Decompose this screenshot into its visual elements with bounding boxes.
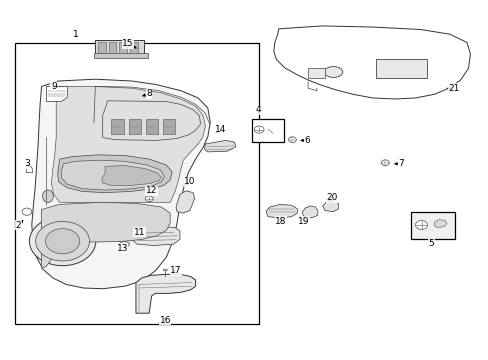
Text: 14: 14: [215, 125, 226, 134]
Polygon shape: [176, 191, 194, 213]
Ellipse shape: [415, 220, 427, 230]
Ellipse shape: [120, 242, 129, 247]
Polygon shape: [204, 140, 235, 152]
Bar: [95, 40, 144, 55]
Text: 15: 15: [122, 40, 134, 49]
Text: 6: 6: [304, 136, 309, 145]
Ellipse shape: [145, 196, 153, 202]
Bar: [130, 42, 138, 53]
Polygon shape: [46, 86, 67, 102]
Text: 13: 13: [116, 244, 128, 253]
Text: 4: 4: [255, 105, 261, 114]
Bar: [98, 42, 105, 53]
Bar: [307, 68, 325, 78]
Ellipse shape: [163, 269, 167, 271]
Text: 10: 10: [183, 177, 195, 186]
Circle shape: [22, 208, 32, 215]
Polygon shape: [266, 204, 297, 218]
Polygon shape: [322, 201, 338, 212]
Text: 18: 18: [275, 217, 286, 226]
Text: 3: 3: [24, 159, 30, 168]
Ellipse shape: [42, 190, 53, 202]
Bar: [145, 119, 158, 134]
Text: 5: 5: [427, 238, 433, 248]
Polygon shape: [136, 274, 195, 313]
Polygon shape: [102, 166, 161, 185]
Polygon shape: [433, 220, 446, 228]
Polygon shape: [51, 86, 205, 202]
Text: 19: 19: [298, 217, 309, 226]
Text: 8: 8: [146, 89, 152, 98]
Polygon shape: [32, 79, 210, 289]
Bar: [94, 53, 147, 58]
Text: 1: 1: [73, 30, 79, 39]
Bar: [15, 43, 259, 324]
Text: 9: 9: [51, 82, 57, 91]
Circle shape: [36, 221, 89, 261]
Circle shape: [45, 229, 80, 254]
Text: 2: 2: [16, 220, 21, 230]
Text: 21: 21: [447, 84, 459, 93]
Text: 12: 12: [145, 186, 157, 195]
Text: 11: 11: [133, 228, 145, 237]
Polygon shape: [41, 202, 170, 268]
Text: 7: 7: [397, 159, 403, 168]
Bar: [410, 212, 454, 239]
Ellipse shape: [324, 67, 342, 77]
Polygon shape: [102, 101, 200, 140]
Polygon shape: [58, 155, 172, 193]
Bar: [251, 119, 283, 142]
Ellipse shape: [288, 137, 296, 143]
Polygon shape: [273, 26, 469, 99]
Circle shape: [29, 217, 96, 266]
Bar: [375, 59, 426, 78]
Polygon shape: [302, 206, 317, 218]
Polygon shape: [61, 160, 164, 190]
Text: 16: 16: [159, 316, 171, 325]
Polygon shape: [133, 226, 180, 246]
Bar: [128, 119, 141, 134]
Text: 17: 17: [170, 266, 182, 275]
Ellipse shape: [381, 160, 388, 166]
Ellipse shape: [254, 126, 264, 133]
Bar: [108, 42, 116, 53]
Bar: [111, 119, 123, 134]
Text: 20: 20: [326, 194, 338, 202]
Bar: [163, 119, 175, 134]
Bar: [119, 42, 127, 53]
